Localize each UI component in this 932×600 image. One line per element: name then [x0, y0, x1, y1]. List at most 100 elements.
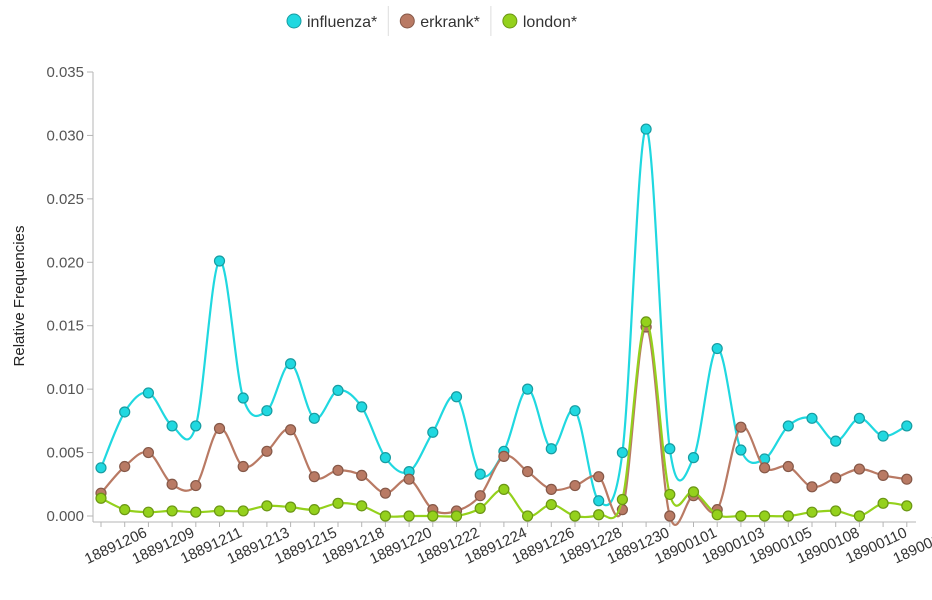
data-point[interactable] — [285, 358, 297, 370]
data-point[interactable] — [190, 420, 202, 432]
data-point[interactable] — [830, 505, 842, 517]
data-point[interactable] — [142, 387, 154, 399]
data-point[interactable] — [166, 420, 178, 432]
data-point[interactable] — [901, 473, 913, 485]
data-point[interactable] — [142, 506, 154, 518]
data-point[interactable] — [356, 469, 368, 482]
data-point[interactable] — [213, 255, 226, 267]
data-point[interactable] — [735, 444, 747, 456]
data-point[interactable] — [901, 420, 913, 432]
data-point[interactable] — [877, 430, 889, 442]
data-point[interactable] — [806, 506, 818, 518]
data-point[interactable] — [261, 445, 273, 457]
data-point[interactable] — [545, 483, 557, 495]
data-point[interactable] — [285, 501, 297, 513]
data-point[interactable] — [213, 422, 226, 435]
data-point[interactable] — [166, 505, 178, 517]
data-point[interactable] — [640, 123, 652, 135]
data-point[interactable] — [782, 510, 794, 522]
data-point[interactable] — [95, 462, 107, 474]
y-tick-label: 0.010 — [46, 381, 84, 398]
data-point[interactable] — [806, 481, 818, 493]
data-point[interactable] — [521, 510, 534, 522]
data-point[interactable] — [427, 510, 439, 522]
data-point[interactable] — [664, 488, 676, 501]
data-point[interactable] — [782, 460, 794, 473]
data-point[interactable] — [285, 424, 297, 436]
data-point[interactable] — [237, 460, 249, 473]
data-point[interactable] — [901, 500, 913, 512]
data-point[interactable] — [308, 471, 320, 483]
data-point[interactable] — [569, 510, 581, 522]
data-point[interactable] — [877, 469, 889, 482]
data-point[interactable] — [474, 502, 486, 514]
data-point[interactable] — [332, 497, 344, 509]
data-point[interactable] — [782, 420, 794, 432]
data-point[interactable] — [735, 421, 747, 433]
data-point[interactable] — [853, 463, 866, 475]
data-point[interactable] — [830, 472, 842, 484]
data-point[interactable] — [332, 464, 344, 476]
data-point[interactable] — [474, 490, 486, 502]
data-point[interactable] — [142, 446, 154, 459]
data-point[interactable] — [830, 435, 842, 447]
data-point[interactable] — [687, 452, 700, 464]
data-point[interactable] — [119, 406, 131, 418]
data-point[interactable] — [356, 500, 368, 512]
data-point[interactable] — [379, 510, 391, 522]
data-point[interactable] — [403, 510, 415, 522]
data-point[interactable] — [593, 471, 605, 483]
data-point[interactable] — [95, 492, 107, 504]
legend-item[interactable]: erkrank* — [399, 13, 480, 31]
data-point[interactable] — [450, 510, 463, 522]
data-point[interactable] — [261, 500, 273, 512]
data-point[interactable] — [379, 487, 391, 499]
data-point[interactable] — [119, 460, 131, 473]
data-point[interactable] — [664, 510, 676, 522]
data-point[interactable] — [213, 505, 226, 517]
data-point[interactable] — [758, 510, 771, 522]
legend-swatch — [502, 13, 518, 29]
data-point[interactable] — [853, 412, 866, 424]
data-point[interactable] — [711, 509, 723, 521]
data-point[interactable] — [735, 510, 747, 522]
data-point[interactable] — [521, 383, 534, 395]
data-point[interactable] — [356, 401, 368, 413]
data-point[interactable] — [616, 493, 629, 506]
data-point[interactable] — [498, 483, 510, 495]
data-point[interactable] — [261, 405, 273, 417]
data-point[interactable] — [711, 342, 723, 355]
data-point[interactable] — [237, 392, 249, 404]
data-point[interactable] — [403, 473, 415, 485]
data-point[interactable] — [569, 405, 581, 417]
data-point[interactable] — [569, 479, 581, 492]
legend-item[interactable]: london* — [502, 13, 577, 31]
data-point[interactable] — [166, 478, 178, 490]
data-point[interactable] — [664, 443, 676, 455]
data-point[interactable] — [119, 504, 131, 516]
data-point[interactable] — [427, 426, 439, 438]
data-point[interactable] — [308, 412, 320, 424]
data-point[interactable] — [877, 497, 889, 509]
data-point[interactable] — [308, 504, 320, 516]
data-point[interactable] — [687, 486, 700, 498]
data-point[interactable] — [593, 495, 605, 507]
data-point[interactable] — [237, 505, 249, 517]
data-point[interactable] — [332, 384, 344, 397]
data-point[interactable] — [616, 446, 629, 459]
data-point[interactable] — [640, 316, 652, 328]
data-point[interactable] — [545, 443, 557, 455]
data-point[interactable] — [593, 509, 605, 521]
data-point[interactable] — [379, 452, 391, 464]
data-point[interactable] — [498, 450, 510, 462]
data-point[interactable] — [758, 462, 771, 474]
data-point[interactable] — [450, 391, 463, 403]
data-point[interactable] — [521, 466, 534, 478]
data-point[interactable] — [806, 412, 818, 424]
data-point[interactable] — [474, 468, 486, 480]
data-point[interactable] — [853, 510, 866, 522]
data-point[interactable] — [545, 498, 557, 511]
data-point[interactable] — [190, 506, 202, 518]
data-point[interactable] — [190, 479, 202, 492]
legend-item[interactable]: influenza* — [286, 13, 377, 31]
